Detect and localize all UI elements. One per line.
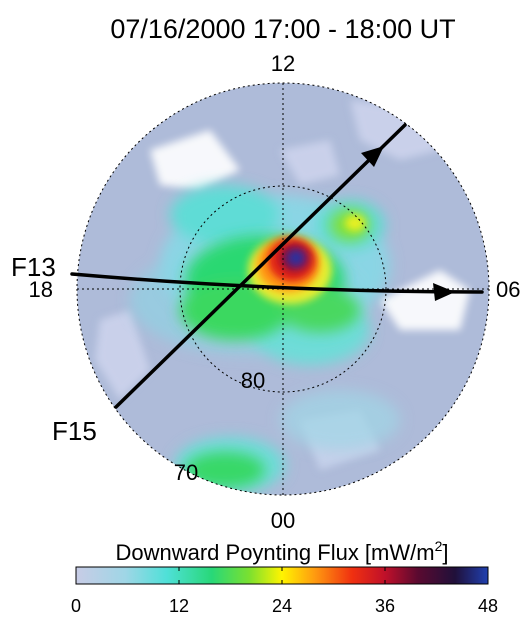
mlt-label-18: 18 xyxy=(29,277,53,302)
colorbar-tick-label: 36 xyxy=(375,596,395,616)
track-f13 xyxy=(70,272,484,294)
satellite-label-f13: F13 xyxy=(11,252,56,282)
colorbar-tick-label: 24 xyxy=(272,596,292,616)
satellite-label-f15: F15 xyxy=(52,416,97,446)
mlt-label-06: 06 xyxy=(496,277,520,302)
satellite-tracks xyxy=(70,123,484,409)
colorbar-title-sup: 2 xyxy=(435,538,443,554)
flux-map xyxy=(77,83,489,495)
lat-label-70: 70 xyxy=(174,460,198,485)
colorbar-tick-label: 0 xyxy=(71,596,81,616)
track-arrows xyxy=(361,146,455,301)
mlt-label-00: 00 xyxy=(271,508,295,533)
mlt-label-12: 12 xyxy=(271,51,295,76)
arrow-f15 xyxy=(361,146,384,167)
colorbar-title: Downward Poynting Flux [mW/m2] xyxy=(115,538,448,565)
arrow-f13 xyxy=(433,283,455,301)
colorbar-tick-label: 48 xyxy=(478,596,498,616)
colorbar-tick-label: 12 xyxy=(169,596,189,616)
lat-circle-80 xyxy=(179,185,387,393)
track-f15 xyxy=(114,123,407,409)
map-title: 07/16/2000 17:00 - 18:00 UT xyxy=(110,14,455,44)
lat-label-80: 80 xyxy=(241,368,265,393)
colorbar-ticks: 0 12 24 36 48 xyxy=(71,567,498,616)
